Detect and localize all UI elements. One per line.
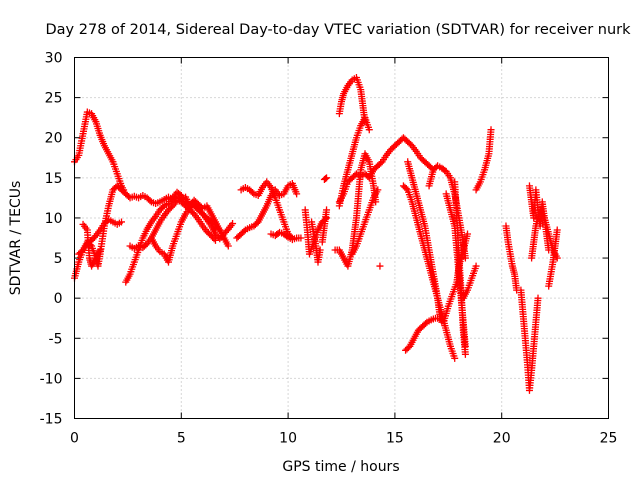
data-point <box>422 320 430 328</box>
data-point <box>321 175 329 183</box>
x-tick-label: 15 <box>386 431 404 447</box>
chart-title: Day 278 of 2014, Sidereal Day-to-day VTE… <box>46 22 632 38</box>
data-point <box>461 350 469 358</box>
data-point <box>214 225 222 233</box>
series-trace-30 <box>517 286 542 394</box>
x-tick-label: 0 <box>70 431 79 447</box>
data-point <box>211 236 219 244</box>
data-point <box>117 218 125 226</box>
data-point <box>210 235 218 243</box>
x-tick-label: 10 <box>279 431 297 447</box>
data-point <box>534 294 542 302</box>
data-point <box>229 220 237 228</box>
y-tick-label: 25 <box>45 91 63 107</box>
y-tick-label: -10 <box>40 371 63 387</box>
data-point <box>487 126 495 134</box>
data-point <box>323 174 331 182</box>
series-trace-7 <box>147 202 224 266</box>
y-axis-label: SDTVAR / TECUs <box>8 181 24 296</box>
series-trace-26 <box>451 178 469 358</box>
x-tick-label: 20 <box>493 431 511 447</box>
series-trace-18 <box>335 134 437 206</box>
data-point <box>461 254 469 262</box>
data-point <box>323 206 331 214</box>
data-point <box>372 198 380 206</box>
data-point <box>297 234 305 242</box>
series-trace-28 <box>472 126 495 194</box>
data-point <box>402 185 410 193</box>
data-point <box>159 203 167 211</box>
series-trace-19 <box>348 186 382 258</box>
series-trace-13 <box>318 206 331 246</box>
data-point <box>283 232 291 240</box>
y-tick-label: -5 <box>49 331 63 347</box>
data-point <box>316 246 324 254</box>
series-trace-22 <box>399 182 459 362</box>
series-trace-12 <box>308 218 324 266</box>
data-point <box>249 189 256 197</box>
data-point <box>374 186 382 194</box>
y-tick-label: 20 <box>45 131 63 147</box>
data-series <box>71 74 561 394</box>
series-trace-3 <box>75 216 125 258</box>
y-tick-label: -15 <box>40 412 63 428</box>
data-point <box>365 126 373 134</box>
series-trace-6 <box>126 196 219 252</box>
data-point <box>96 246 104 254</box>
data-point <box>464 230 472 238</box>
data-point <box>293 190 301 198</box>
data-point <box>472 262 480 270</box>
series-trace-9 <box>233 179 301 242</box>
series-trace-20 <box>376 262 384 270</box>
data-point <box>240 227 248 235</box>
series-trace-10 <box>267 228 305 244</box>
x-tick-label: 5 <box>177 431 186 447</box>
data-point <box>224 242 232 250</box>
y-tick-label: 10 <box>45 211 63 227</box>
series-trace-27 <box>459 262 480 302</box>
x-tick-label: 25 <box>600 431 618 447</box>
y-tick-label: 30 <box>45 51 63 67</box>
data-point <box>216 226 224 234</box>
data-point <box>451 354 459 362</box>
y-tick-label: 0 <box>54 291 63 307</box>
x-axis-label: GPS time / hours <box>282 459 399 475</box>
data-point <box>376 262 384 270</box>
series-trace-33 <box>545 226 561 290</box>
series-trace-4 <box>79 220 104 270</box>
series-trace-29 <box>502 222 521 294</box>
plot-frame <box>74 57 609 419</box>
series-trace-14 <box>320 174 331 183</box>
y-tick-label: 15 <box>45 171 63 187</box>
data-point <box>146 197 154 205</box>
data-point <box>553 226 561 234</box>
y-tick-label: 5 <box>54 251 63 267</box>
series-trace-17 <box>331 150 380 270</box>
